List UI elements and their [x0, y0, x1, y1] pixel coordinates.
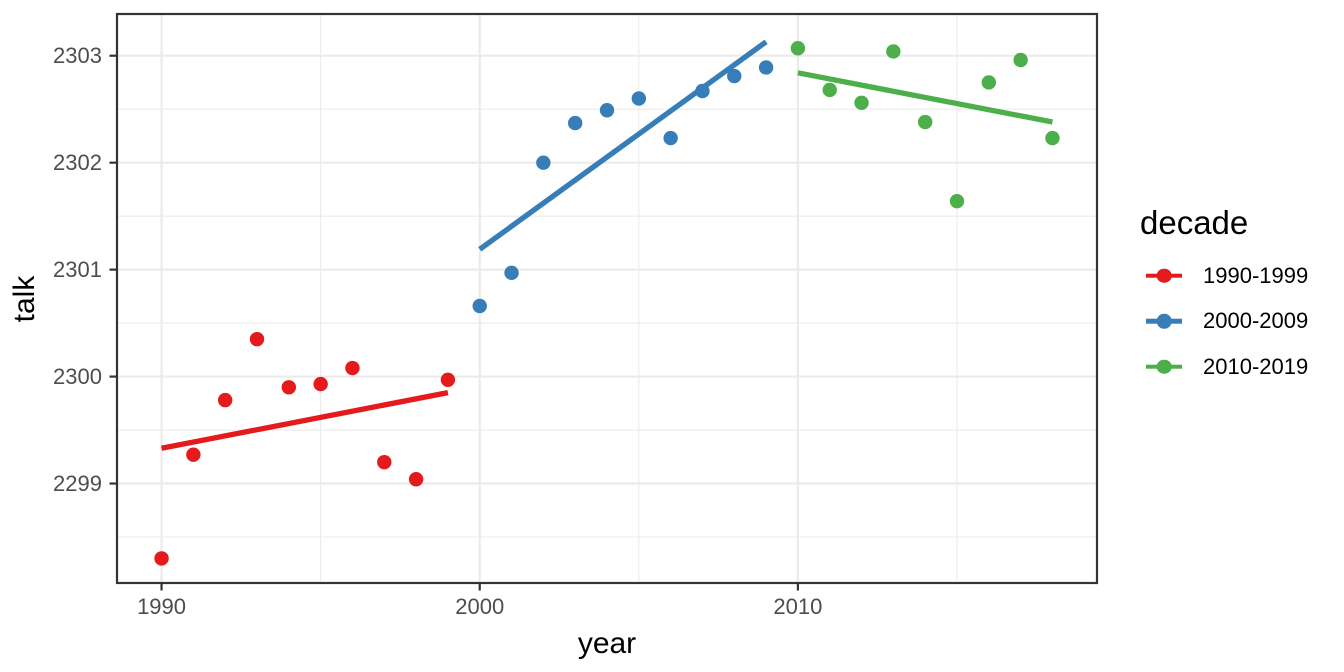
- trend-line: [478, 39, 768, 252]
- legend-title: decade: [1140, 204, 1249, 241]
- data-point: [345, 360, 360, 376]
- data-point: [472, 298, 487, 314]
- data-point: [758, 60, 774, 75]
- data-point: [567, 115, 583, 131]
- line-dot-key-icon: [1146, 268, 1182, 284]
- legend-label: 2000-2009: [1203, 308, 1309, 334]
- data-point: [504, 265, 519, 281]
- data-point: [313, 376, 328, 392]
- data-point: [440, 372, 456, 387]
- data-point: [408, 472, 424, 487]
- data-point: [377, 454, 392, 470]
- trend-line: [797, 70, 1053, 125]
- data-point: [917, 114, 933, 130]
- legend-key-dot: [1156, 359, 1172, 375]
- data-point: [536, 155, 551, 170]
- y-tick-label: 2299: [53, 471, 102, 496]
- x-tick-label: 1990: [137, 594, 186, 619]
- legend: decade 1990-1999 2000-2009: [1140, 204, 1308, 390]
- data-point: [949, 193, 965, 209]
- legend-key-dot: [1156, 268, 1172, 284]
- panel-border: [115, 12, 1099, 585]
- trend-line: [161, 390, 449, 451]
- legend-item: 1990-1999: [1140, 253, 1308, 299]
- data-point: [186, 447, 201, 462]
- data-point: [631, 91, 647, 106]
- data-point: [854, 95, 869, 110]
- legend-label: 2010-2019: [1203, 353, 1309, 379]
- y-axis-title: talk: [8, 275, 41, 323]
- panel-background: [117, 14, 1097, 583]
- data-point: [1013, 52, 1028, 68]
- x-tick-label: 2010: [773, 594, 822, 619]
- y-tick-label: 2302: [53, 150, 102, 175]
- data-point: [981, 75, 997, 90]
- y-tick-label: 2301: [53, 257, 102, 282]
- y-tick-label: 2300: [53, 364, 102, 389]
- legend-item: 2000-2009: [1140, 299, 1308, 345]
- y-tick-label: 2303: [53, 43, 102, 68]
- data-point: [886, 44, 901, 59]
- data-point: [281, 380, 297, 395]
- data-point: [663, 130, 678, 146]
- data-point: [154, 551, 169, 566]
- data-point: [822, 82, 837, 98]
- data-point: [727, 68, 742, 84]
- data-point: [1045, 130, 1060, 146]
- x-tick-label: 2000: [455, 594, 504, 619]
- legend-key-dot: [1156, 313, 1172, 329]
- x-axis-title: year: [578, 627, 636, 660]
- legend-items: 1990-1999 2000-2009 2010-2019: [1140, 253, 1308, 390]
- data-point: [599, 103, 615, 118]
- data-point: [217, 392, 233, 408]
- line-dot-key-icon: [1146, 313, 1182, 329]
- legend-item: 2010-2019: [1140, 344, 1308, 390]
- line-dot-key-icon: [1146, 359, 1182, 375]
- legend-label: 1990-1999: [1203, 262, 1309, 288]
- data-point: [790, 41, 806, 56]
- plot-generated-layer: 1990 2000 2010 2299 2300 2301 2302 2303: [53, 12, 1099, 619]
- data-point: [249, 331, 265, 347]
